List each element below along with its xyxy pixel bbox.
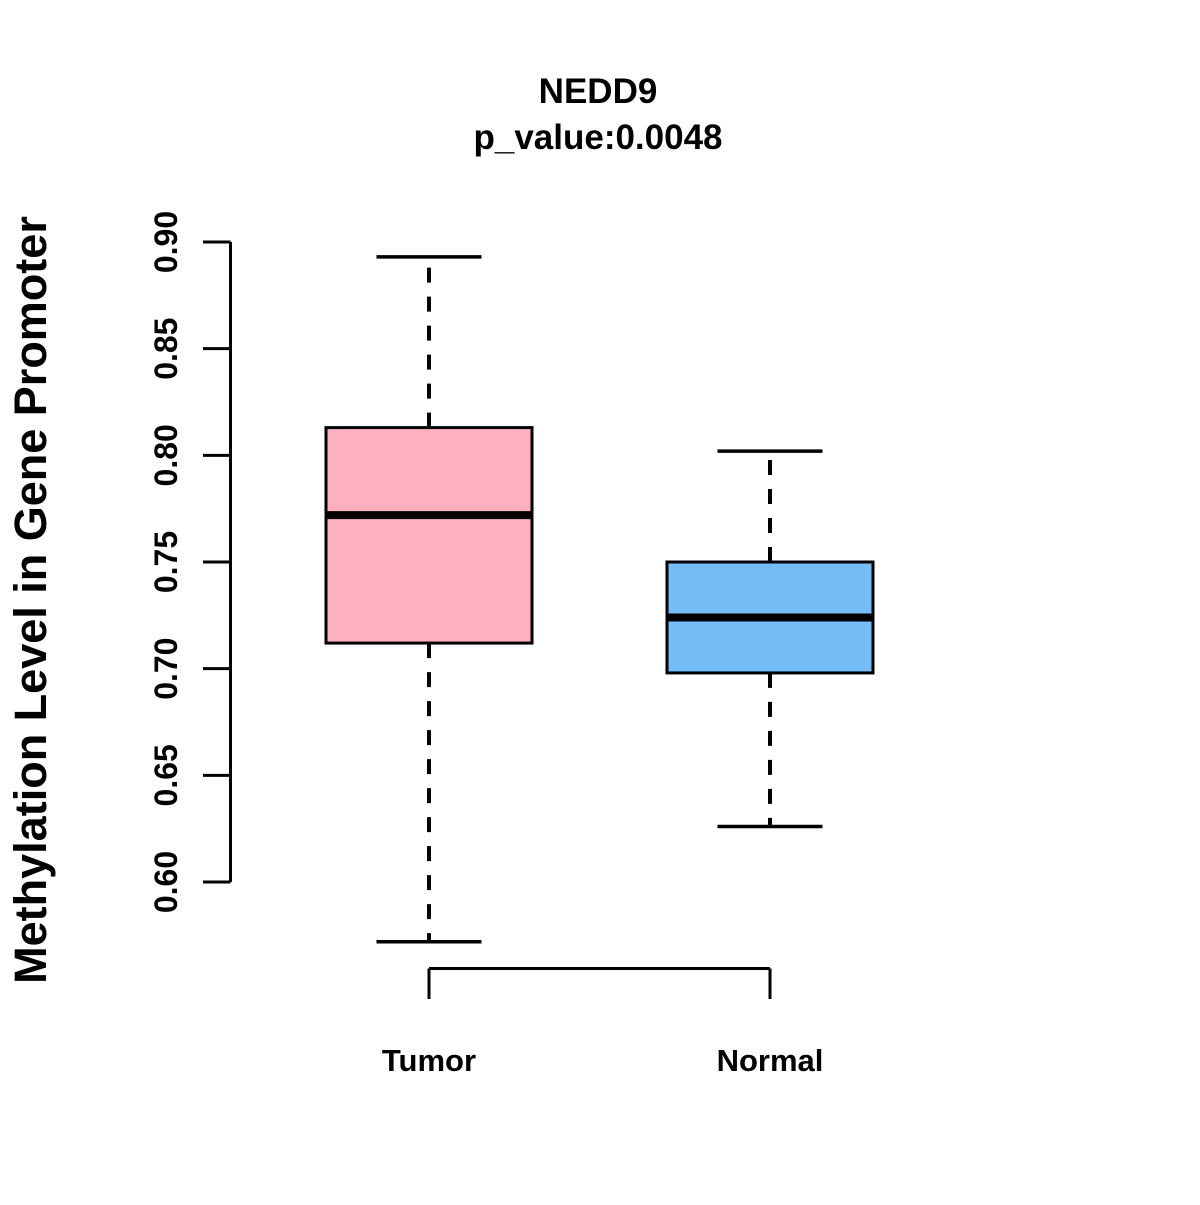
y-axis-title: Methylation Level in Gene Promoter bbox=[5, 216, 56, 984]
y-tick-label: 0.70 bbox=[148, 638, 184, 700]
chart-subtitle: p_value:0.0048 bbox=[473, 118, 722, 157]
y-tick-label: 0.90 bbox=[148, 211, 184, 273]
y-tick-label: 0.65 bbox=[148, 744, 184, 806]
x-tick-label-tumor: Tumor bbox=[382, 1043, 476, 1078]
chart-title: NEDD9 bbox=[539, 72, 658, 111]
box-series bbox=[324, 255, 875, 944]
x-axis: Tumor Normal bbox=[382, 967, 824, 1078]
y-tick-label: 0.85 bbox=[148, 318, 184, 380]
x-tick-label-normal: Normal bbox=[717, 1043, 824, 1078]
y-axis: 0.60 0.65 0.70 0.75 0.80 0.85 0.90 bbox=[148, 211, 232, 913]
y-tick-label: 0.60 bbox=[148, 851, 184, 913]
box-tumor bbox=[324, 426, 534, 645]
y-tick-label: 0.75 bbox=[148, 531, 184, 593]
y-tick-label: 0.80 bbox=[148, 424, 184, 486]
